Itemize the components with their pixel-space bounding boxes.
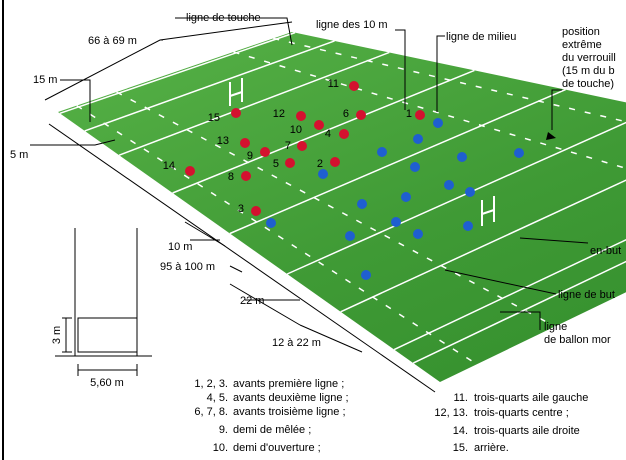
legend-role: demi d'ouverture ; bbox=[233, 442, 321, 454]
field-line bbox=[116, 91, 556, 328]
player-number: 1 bbox=[406, 108, 412, 120]
player-dot bbox=[356, 110, 366, 120]
field-line bbox=[340, 179, 626, 313]
player-number: 3 bbox=[238, 203, 244, 215]
player-dot bbox=[349, 81, 359, 91]
legend-role: avants troisième ligne ; bbox=[233, 406, 346, 418]
inset-label: 5,60 m bbox=[90, 377, 124, 389]
field bbox=[58, 32, 626, 382]
player-dot bbox=[314, 120, 324, 130]
field-line bbox=[84, 40, 335, 132]
goal-posts bbox=[229, 78, 495, 226]
label: 66 à 69 m bbox=[88, 35, 137, 47]
legend-numbers: 14. bbox=[453, 425, 468, 437]
legend-role: arrière. bbox=[474, 442, 509, 454]
legend-role: trois-quarts centre ; bbox=[474, 407, 569, 419]
player-dot bbox=[185, 166, 195, 176]
label: 22 m bbox=[240, 295, 264, 307]
player-number: 2 bbox=[317, 158, 323, 170]
player-number: 8 bbox=[228, 171, 234, 183]
label: ligne de touche bbox=[186, 12, 261, 24]
label: ligne de but bbox=[558, 289, 615, 301]
label: ligne bbox=[544, 321, 567, 333]
label: en-but bbox=[590, 245, 621, 257]
label: du verrouill bbox=[562, 52, 616, 64]
field-line bbox=[412, 260, 626, 364]
field-line bbox=[393, 238, 626, 351]
player-number: 13 bbox=[217, 135, 229, 147]
player-number: 14 bbox=[163, 160, 175, 172]
player-number: 5 bbox=[273, 158, 279, 170]
scrum-box bbox=[77, 317, 138, 353]
player-dot bbox=[330, 157, 340, 167]
player-number: 11 bbox=[328, 78, 339, 90]
player-dot bbox=[241, 171, 251, 181]
label: 15 m bbox=[33, 74, 57, 86]
legend-role: avants première ligne ; bbox=[233, 378, 344, 390]
legend-role: demi de mêlée ; bbox=[233, 424, 311, 436]
player-dot bbox=[251, 206, 261, 216]
legend-numbers: 6, 7, 8. bbox=[194, 406, 228, 418]
dimension-lines bbox=[30, 17, 589, 393]
label: de touche) bbox=[562, 78, 614, 90]
legend-role: avants deuxième ligne ; bbox=[233, 392, 349, 404]
label: ligne des 10 m bbox=[316, 19, 388, 31]
field-line bbox=[59, 31, 296, 115]
legend-numbers: 10. bbox=[213, 442, 228, 454]
legend-role: trois-quarts aile gauche bbox=[474, 392, 588, 404]
player-dot bbox=[231, 108, 241, 118]
label: position bbox=[562, 26, 600, 38]
player-number: 7 bbox=[285, 140, 291, 152]
player-dot bbox=[297, 141, 307, 151]
legend-numbers: 12, 13. bbox=[434, 407, 468, 419]
player-dot bbox=[339, 129, 349, 139]
label: 95 à 100 m bbox=[160, 261, 215, 273]
legend-numbers: 1, 2, 3. bbox=[194, 378, 228, 390]
player-number: 15 bbox=[208, 112, 220, 124]
label: 5 m bbox=[10, 149, 28, 161]
legend-numbers: 11. bbox=[454, 392, 468, 404]
player-dot bbox=[285, 158, 295, 168]
field-lines bbox=[59, 31, 626, 365]
legend: 1, 2, 3. avants première ligne ; 4, 5. avan… bbox=[194, 378, 588, 454]
inset bbox=[55, 228, 152, 376]
player-dot bbox=[240, 138, 250, 148]
label: (15 m du b bbox=[562, 65, 615, 77]
player-number: 12 bbox=[273, 108, 285, 120]
player-number: 10 bbox=[290, 124, 302, 136]
field-line bbox=[118, 51, 390, 156]
legend-numbers: 9. bbox=[219, 424, 228, 436]
field-line bbox=[229, 88, 566, 235]
legend-role: trois-quarts aile droite bbox=[474, 425, 580, 437]
player-number: 4 bbox=[325, 128, 331, 140]
player-dot bbox=[260, 147, 270, 157]
inset-label: 3 m bbox=[51, 326, 63, 344]
legend-numbers: 15. bbox=[453, 442, 468, 454]
label: extrême bbox=[562, 39, 602, 51]
player-number: 9 bbox=[247, 150, 253, 162]
label: 10 m bbox=[168, 241, 192, 253]
legend-numbers: 4, 5. bbox=[207, 392, 228, 404]
player-dot bbox=[296, 111, 306, 121]
field-line bbox=[273, 37, 626, 123]
field-line bbox=[172, 69, 475, 194]
label: de ballon mor bbox=[544, 334, 611, 346]
blue-team bbox=[266, 118, 524, 280]
label: 12 à 22 m bbox=[272, 337, 321, 349]
player-dot bbox=[415, 110, 425, 120]
player-number: 6 bbox=[343, 108, 349, 120]
label: ligne de milieu bbox=[446, 31, 516, 43]
